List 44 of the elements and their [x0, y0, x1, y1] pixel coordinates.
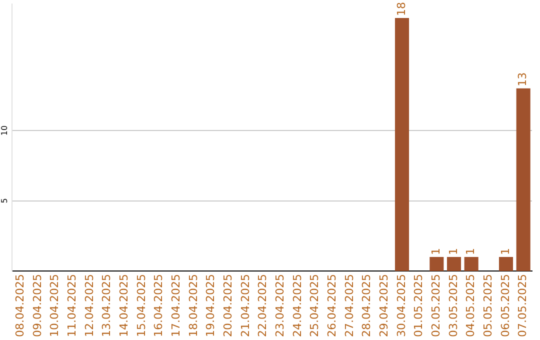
x-tick-label: 26.04.2025 — [326, 274, 339, 338]
y-tick-label: 10 — [0, 125, 10, 136]
x-tick-label: 25.04.2025 — [308, 274, 322, 338]
data-label: 1 — [498, 248, 512, 255]
data-label: 13 — [516, 72, 530, 86]
x-tick-label: 15.04.2025 — [134, 274, 148, 338]
x-tick-label: 29.04.2025 — [378, 274, 391, 338]
bar — [464, 256, 478, 272]
x-tick-label: 18.04.2025 — [186, 274, 200, 338]
data-label: 1 — [430, 248, 443, 255]
x-tick-label: 27.04.2025 — [342, 274, 356, 338]
bar — [498, 256, 514, 272]
x-tick-label: 30.04.2025 — [394, 274, 408, 338]
data-label: 1 — [446, 248, 460, 255]
x-tick-label: 11.04.2025 — [66, 274, 79, 338]
x-tick-label: 05.05.2025 — [482, 274, 495, 338]
x-tick-label: 06.05.2025 — [498, 274, 512, 338]
x-tick-label: 01.05.2025 — [412, 274, 426, 338]
x-tick-label: 19.04.2025 — [204, 274, 218, 338]
x-tick-label: 02.05.2025 — [430, 274, 443, 338]
x-tick-label: 14.04.2025 — [118, 274, 131, 338]
bar — [430, 256, 444, 272]
x-tick-label: 13.04.2025 — [100, 274, 114, 338]
bar — [394, 18, 410, 272]
x-tick-label: 09.04.2025 — [30, 274, 44, 338]
x-tick-label: 17.04.2025 — [170, 274, 183, 338]
y-tick-label: 5 — [0, 198, 10, 204]
x-tick-label: 21.04.2025 — [238, 274, 252, 338]
x-tick-label: 16.04.2025 — [152, 274, 166, 338]
x-tick-label: 10.04.2025 — [48, 274, 62, 338]
x-tick-label: 23.04.2025 — [274, 274, 287, 338]
bar — [446, 256, 462, 272]
x-tick-label: 03.05.2025 — [446, 274, 460, 338]
x-tick-label: 24.04.2025 — [290, 274, 304, 338]
x-tick-label: 22.04.2025 — [256, 274, 270, 338]
bar — [516, 88, 530, 272]
x-tick-label: 07.05.2025 — [516, 274, 530, 338]
data-label: 1 — [464, 248, 478, 255]
x-tick-label: 20.04.2025 — [222, 274, 235, 338]
x-tick-label: 12.04.2025 — [82, 274, 96, 338]
x-tick-label: 04.05.2025 — [464, 274, 478, 338]
x-tick-label: 28.04.2025 — [360, 274, 374, 338]
data-label: 18 — [394, 2, 408, 16]
x-tick-label: 08.04.2025 — [14, 274, 27, 338]
